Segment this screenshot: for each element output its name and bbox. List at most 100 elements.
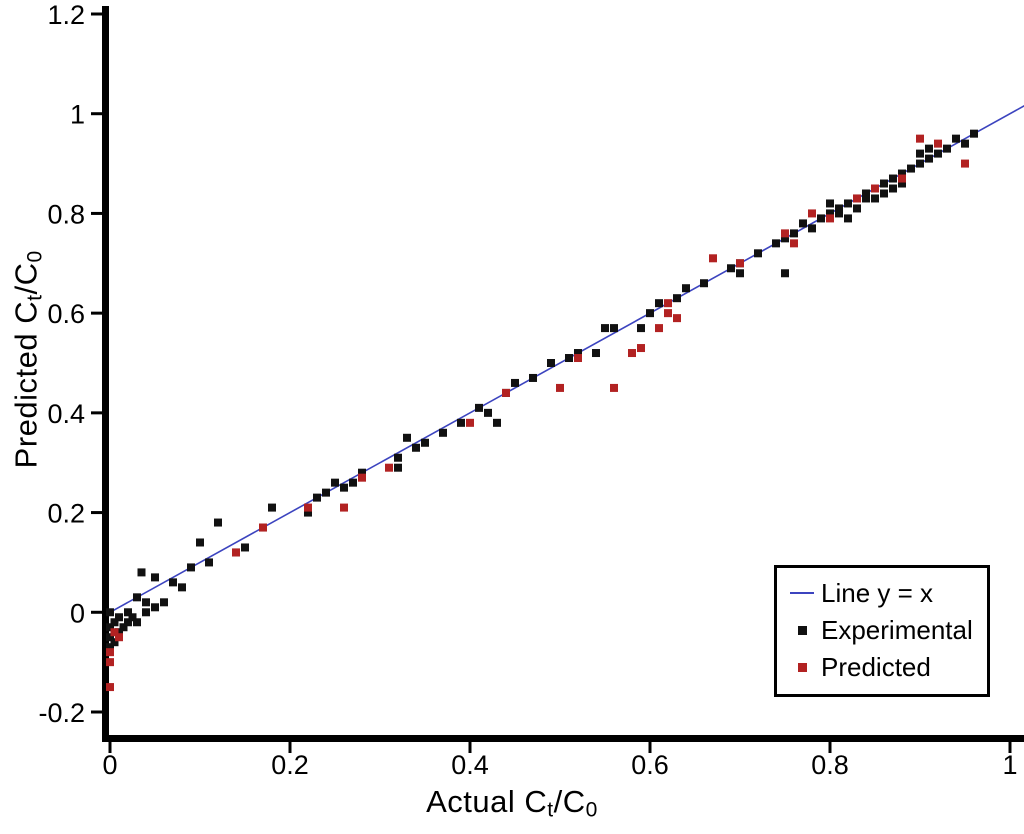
data-point-experimental xyxy=(493,418,501,427)
data-point-experimental xyxy=(137,568,146,577)
data-point-experimental xyxy=(574,349,582,358)
data-point-experimental xyxy=(781,269,789,278)
data-point-experimental xyxy=(178,583,186,592)
y-tick-label: 0 xyxy=(70,598,85,628)
x-axis-title: Actual Ct/C0 xyxy=(0,784,1024,823)
data-point-experimental xyxy=(457,418,465,427)
data-point-experimental xyxy=(700,279,708,288)
data-point-predicted xyxy=(106,683,114,692)
legend-line-swatch xyxy=(790,592,814,594)
data-point-experimental xyxy=(862,189,870,198)
data-point-predicted xyxy=(961,159,969,168)
data-point-experimental xyxy=(115,613,123,622)
data-point-predicted xyxy=(106,648,114,657)
y-tick-label: 1 xyxy=(70,100,85,130)
data-point-experimental xyxy=(790,229,798,238)
legend-label-predicted: Predicted xyxy=(821,652,931,682)
y-tick-label: 0.2 xyxy=(47,499,85,529)
legend-label-experimental: Experimental xyxy=(821,615,973,645)
data-point-experimental xyxy=(952,134,960,143)
data-point-experimental xyxy=(439,428,447,437)
data-point-experimental xyxy=(268,503,276,512)
data-point-experimental xyxy=(898,169,906,178)
data-point-predicted xyxy=(574,354,582,363)
data-point-experimental xyxy=(124,608,132,617)
data-point-predicted xyxy=(637,344,645,353)
data-point-predicted xyxy=(106,658,114,667)
y-tick-label: 0.6 xyxy=(47,299,85,329)
data-point-predicted xyxy=(898,174,906,183)
data-point-predicted xyxy=(781,229,789,238)
data-point-experimental xyxy=(907,164,915,173)
data-point-experimental xyxy=(916,159,924,168)
data-point-experimental xyxy=(511,378,519,387)
data-point-experimental xyxy=(934,149,942,158)
data-point-experimental xyxy=(196,538,204,547)
data-point-experimental xyxy=(475,403,483,412)
y-axis-title-sub-0: 0 xyxy=(23,250,47,263)
data-point-experimental xyxy=(106,608,114,617)
y-tick-label: -0.2 xyxy=(38,698,85,728)
data-point-predicted xyxy=(826,214,834,223)
data-point-experimental xyxy=(835,209,843,218)
data-point-experimental xyxy=(970,129,978,138)
y-axis-title-text: Predicted C xyxy=(8,300,44,469)
x-tick-label: 0 xyxy=(102,750,117,780)
legend-item-line: Line y = x xyxy=(787,576,973,610)
data-point-experimental xyxy=(421,438,429,447)
data-point-predicted xyxy=(808,209,816,218)
data-point-experimental xyxy=(106,623,114,632)
x-axis-title-text: Actual C xyxy=(426,784,548,819)
data-point-experimental xyxy=(601,324,609,333)
data-point-experimental xyxy=(133,618,141,627)
data-point-experimental xyxy=(682,284,690,293)
y-axis-title-sub-t: t xyxy=(23,294,47,301)
data-point-experimental xyxy=(160,598,168,607)
data-point-experimental xyxy=(547,359,555,367)
data-point-experimental xyxy=(889,174,897,183)
data-point-predicted xyxy=(709,254,717,263)
data-point-experimental xyxy=(817,214,825,223)
data-point-predicted xyxy=(655,324,663,333)
data-point-predicted xyxy=(736,259,744,268)
data-point-predicted xyxy=(259,523,267,532)
data-point-experimental xyxy=(304,508,312,517)
data-point-predicted xyxy=(466,418,474,427)
x-axis-title-mid: /C xyxy=(553,784,586,819)
data-point-experimental xyxy=(943,144,951,153)
data-point-experimental xyxy=(322,488,330,497)
data-point-experimental xyxy=(835,204,843,213)
data-point-experimental xyxy=(853,204,861,213)
data-point-experimental xyxy=(610,324,618,333)
data-point-experimental xyxy=(151,573,159,582)
data-point-experimental xyxy=(826,199,834,208)
data-point-predicted xyxy=(916,134,924,143)
legend-item-experimental: Experimental xyxy=(787,613,973,647)
x-tick-label: 0.4 xyxy=(451,750,489,780)
data-point-experimental xyxy=(799,219,807,228)
data-point-predicted xyxy=(110,628,119,637)
data-point-experimental xyxy=(889,184,897,193)
data-point-experimental xyxy=(106,643,114,652)
data-point-experimental xyxy=(925,144,933,153)
data-point-experimental xyxy=(349,478,357,487)
data-point-experimental xyxy=(529,373,537,382)
y-axis-spine xyxy=(102,6,109,742)
y-tick-label: 1.2 xyxy=(47,0,85,30)
data-point-experimental xyxy=(862,194,870,203)
data-point-experimental xyxy=(128,613,137,622)
x-axis-title-sub-t: t xyxy=(547,798,554,822)
data-point-experimental xyxy=(655,299,663,308)
data-point-experimental xyxy=(331,478,339,487)
data-point-predicted xyxy=(790,239,798,248)
data-point-experimental xyxy=(394,463,402,472)
y-tick-label: 0.8 xyxy=(47,199,85,229)
data-point-predicted xyxy=(502,388,510,397)
data-point-experimental xyxy=(844,214,852,223)
data-point-experimental xyxy=(106,633,114,642)
data-point-experimental xyxy=(808,224,816,233)
data-point-experimental xyxy=(358,468,366,477)
y-axis-title: Predicted Ct/C0 xyxy=(9,9,48,709)
